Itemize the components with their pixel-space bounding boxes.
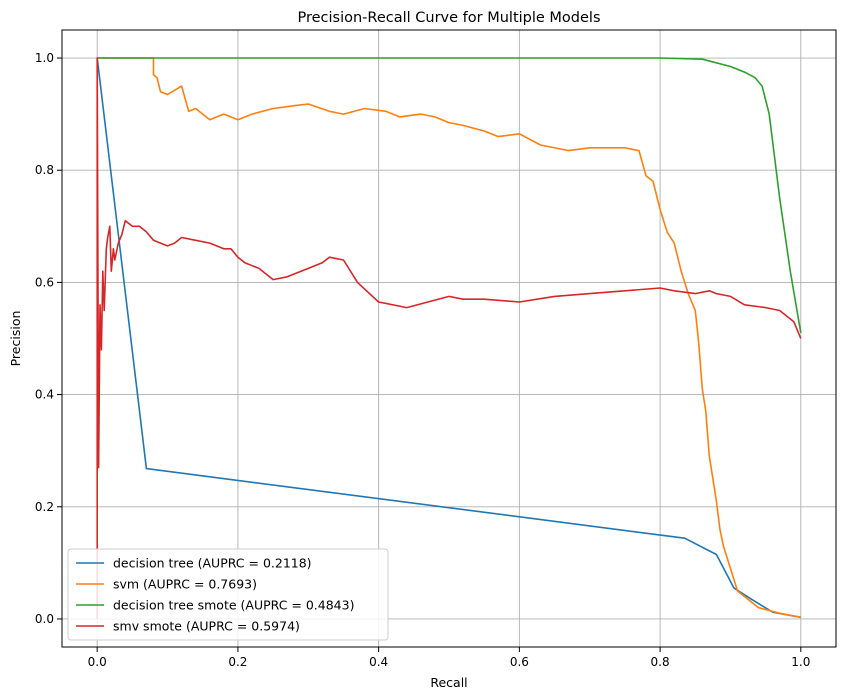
x-tick-label: 0.2 bbox=[228, 655, 247, 669]
y-tick-label: 0.6 bbox=[35, 275, 54, 289]
legend-label-2: svm (AUPRC = 0.7693) bbox=[113, 577, 257, 592]
y-tick-label: 0.8 bbox=[35, 163, 54, 177]
series-line-4 bbox=[96, 57, 802, 619]
x-axis-label: Recall bbox=[430, 675, 467, 690]
legend-label-3: decision tree smote (AUPRC = 0.4843) bbox=[113, 598, 354, 613]
legend-label-4: smv smote (AUPRC = 0.5974) bbox=[113, 619, 300, 634]
y-tick-label: 0.4 bbox=[35, 388, 54, 402]
y-axis-label: Precision bbox=[8, 311, 23, 367]
series-line-1 bbox=[96, 57, 801, 619]
x-tick-label: 0.8 bbox=[651, 655, 670, 669]
y-tick-label: 0.2 bbox=[35, 500, 54, 514]
x-tick-label: 1.0 bbox=[791, 655, 810, 669]
plot-frame bbox=[61, 29, 837, 648]
series-line-3 bbox=[97, 57, 802, 334]
y-tick-label: 1.0 bbox=[35, 51, 54, 65]
y-axis-ticks: 0.0 0.2 0.4 0.6 0.8 1.0 bbox=[35, 51, 62, 626]
legend: decision tree (AUPRC = 0.2118) svm (AUPRC… bbox=[67, 548, 389, 641]
legend-box bbox=[67, 548, 389, 641]
chart-title: Precision-Recall Curve for Multiple Mode… bbox=[297, 10, 600, 26]
x-axis-ticks: 0.0 0.2 0.4 0.6 0.8 1.0 bbox=[88, 647, 810, 669]
legend-label-1: decision tree (AUPRC = 0.2118) bbox=[113, 556, 312, 571]
x-tick-label: 0.6 bbox=[510, 655, 529, 669]
x-tick-label: 0.0 bbox=[88, 655, 107, 669]
series-lines bbox=[96, 57, 802, 619]
x-tick-label: 0.4 bbox=[369, 655, 388, 669]
y-tick-label: 0.0 bbox=[35, 612, 54, 626]
series-line-2 bbox=[97, 57, 801, 619]
